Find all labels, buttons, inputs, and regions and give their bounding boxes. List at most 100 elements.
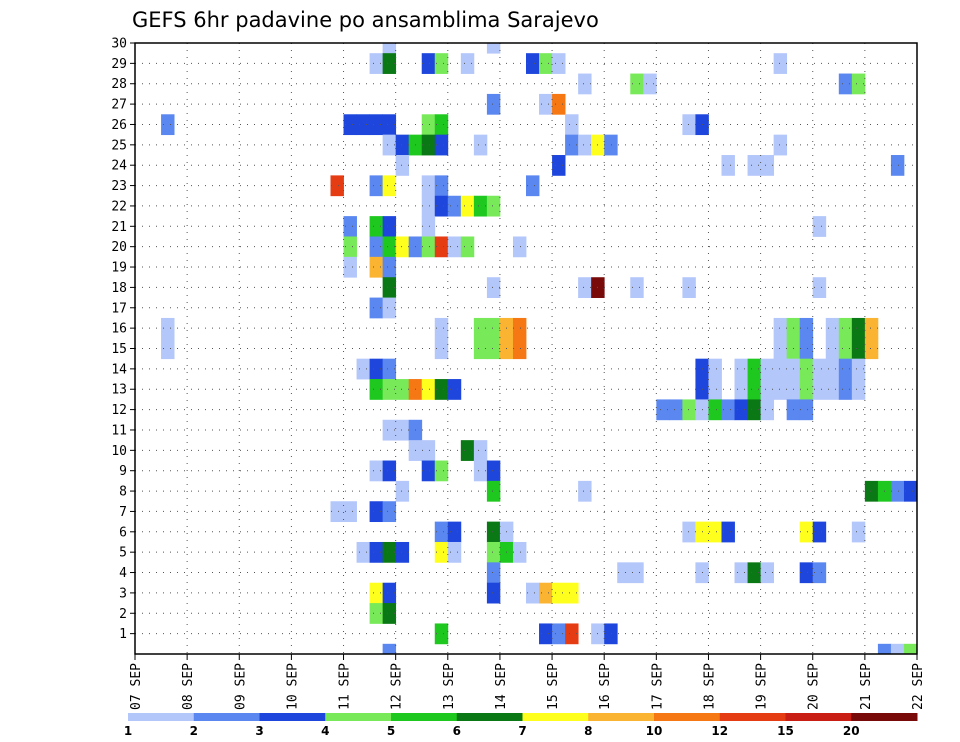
heatmap-cell [434, 114, 449, 136]
heatmap-cell [552, 53, 566, 74]
legend-label: 8 [584, 724, 592, 738]
heatmap-cell [734, 379, 748, 400]
heatmap-cell [421, 114, 436, 136]
heatmap-cell [851, 338, 866, 360]
y-tick-label: 30 [111, 37, 127, 52]
heatmap-cell [734, 358, 748, 380]
heatmap-cell [395, 155, 410, 176]
heatmap-cell [903, 643, 918, 655]
heatmap-cell [812, 216, 827, 237]
legend-label: 15 [777, 724, 794, 738]
heatmap-cell [382, 501, 397, 523]
heatmap-cell [486, 277, 501, 298]
heatmap-cell [369, 236, 384, 258]
heatmap-cell [434, 134, 449, 156]
heatmap-cell [721, 155, 735, 176]
heatmap-cell [486, 195, 501, 217]
heatmap-cell [773, 317, 788, 339]
heatmap-cell [473, 460, 488, 482]
heatmap-cell [369, 114, 384, 136]
y-tick-label: 11 [111, 423, 127, 438]
heatmap-cell [382, 643, 397, 655]
heatmap-cell [460, 195, 475, 217]
heatmap-cell [747, 379, 761, 400]
heatmap-cell [421, 440, 436, 461]
heatmap-cell [486, 460, 501, 482]
heatmap-cell [434, 195, 449, 217]
y-tick-label: 17 [111, 301, 127, 316]
heatmap-cell [773, 358, 788, 380]
heatmap-cell [864, 338, 879, 360]
y-tick-label: 7 [119, 505, 127, 520]
heatmap-cell [473, 440, 488, 461]
x-tick-label: 12 SEP [390, 663, 405, 710]
heatmap-cell [434, 317, 449, 339]
heatmap-cell [382, 541, 397, 563]
x-tick-label: 19 SEP [755, 663, 770, 710]
y-tick-label: 3 [119, 586, 127, 601]
x-axis: 07 SEP 08 SEP 09 SEP 10 SEP 11 SEP 12 SEP 13 S… [129, 654, 926, 710]
heatmap-cell [343, 236, 357, 258]
x-tick-label: 08 SEP [181, 663, 196, 710]
heatmap-cell [382, 379, 397, 400]
heatmap-cell [682, 399, 696, 421]
x-tick-label: 13 SEP [442, 663, 457, 710]
y-tick-label: 25 [111, 138, 127, 153]
heatmap-cell [512, 541, 527, 563]
heatmap-cell [447, 379, 462, 400]
heatmap-cell [343, 501, 357, 523]
y-tick-label: 15 [111, 342, 127, 357]
heatmap-cell [812, 358, 827, 380]
heatmap-cell [747, 358, 761, 380]
heatmap-cell [526, 175, 540, 197]
heatmap-cell [369, 460, 384, 482]
heatmap-cell [395, 236, 410, 258]
heatmap-cell [721, 521, 735, 543]
heatmap-cell [382, 134, 397, 156]
heatmap-cell [369, 216, 384, 237]
heatmap-cell [864, 480, 879, 502]
heatmap-cell [669, 399, 683, 421]
heatmap-cell [578, 277, 592, 298]
legend-swatch [193, 713, 260, 721]
x-tick-label: 17 SEP [650, 663, 665, 710]
heatmap-cell [434, 623, 449, 645]
heatmap-cell [539, 53, 553, 74]
heatmap-cell [799, 399, 814, 421]
heatmap-cell [486, 317, 501, 339]
y-tick-label: 1 [119, 627, 127, 642]
heatmap-cell [486, 541, 501, 563]
heatmap-cell [395, 541, 410, 563]
heatmap-cell [552, 623, 566, 645]
legend-swatch [456, 713, 523, 721]
heatmap-cell [369, 358, 384, 380]
legend-swatch [588, 713, 655, 721]
y-tick-label: 22 [111, 199, 127, 214]
legend-swatch [391, 713, 458, 721]
heatmap-cell [434, 460, 449, 482]
heatmap-cell [838, 73, 853, 95]
heatmap-cell [890, 155, 905, 176]
heatmap-cell [552, 93, 566, 115]
heatmap-cell [539, 582, 553, 604]
heatmap-cell [851, 73, 866, 95]
heatmap-cell [382, 216, 397, 237]
heatmap-cell [421, 175, 436, 197]
heatmap-cell [369, 603, 384, 624]
heatmap-cell [799, 338, 814, 360]
heatmap-cell [369, 541, 384, 563]
heatmap-cell [382, 358, 397, 380]
heatmap-cell [552, 155, 566, 176]
heatmap-cell [369, 175, 384, 197]
legend-label: 2 [190, 724, 198, 738]
legend-swatch [128, 713, 195, 721]
heatmap-cell [604, 134, 618, 156]
heatmap-cell [447, 521, 462, 543]
heatmap-cell [799, 562, 814, 584]
heatmap-cell [161, 317, 175, 339]
heatmap-cell [708, 379, 722, 400]
heatmap-cell [382, 297, 397, 319]
heatmap-cell [747, 562, 761, 584]
chart-title: GEFS 6hr padavine po ansamblima Sarajevo [132, 8, 599, 32]
